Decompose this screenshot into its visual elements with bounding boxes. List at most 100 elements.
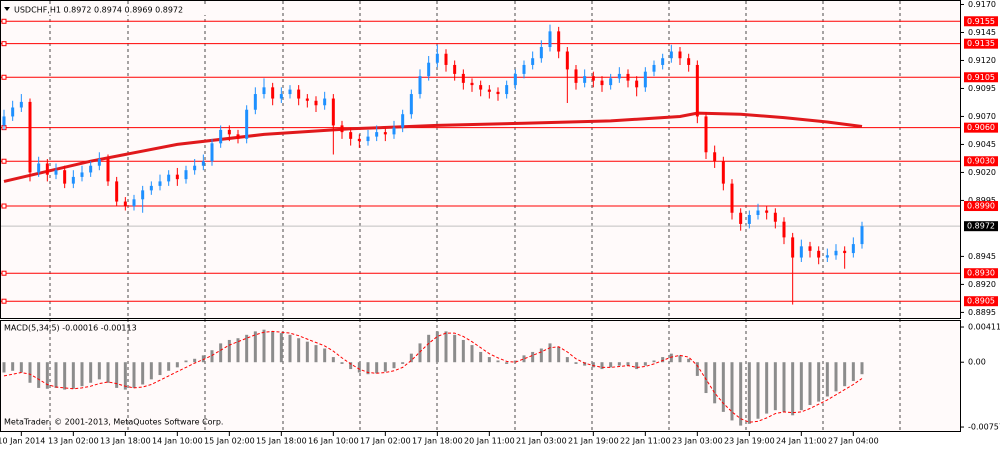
candle-body <box>132 199 136 207</box>
y-tick-label: 0.9045 <box>968 140 996 149</box>
last-price-bg <box>964 221 998 232</box>
macd-bar <box>227 339 231 363</box>
chart-title: USDCHF,H1 0.8972 0.8974 0.8969 0.8972 <box>14 6 183 15</box>
macd-bar <box>765 362 769 414</box>
title-bg <box>14 4 219 15</box>
macd-bar <box>158 362 162 376</box>
macd-bar <box>392 362 396 369</box>
candle-body <box>149 185 153 191</box>
macd-bar <box>505 362 509 364</box>
candle-body <box>297 89 301 99</box>
candle-body <box>617 73 621 79</box>
macd-y-tick-label: 0.00411 <box>968 323 1000 332</box>
macd-y-tick-label: -0.00757 <box>968 423 1000 432</box>
level-label-bg <box>964 122 998 133</box>
macd-bar <box>54 362 58 388</box>
candle-body <box>184 170 188 180</box>
candle-body <box>782 221 786 238</box>
macd-bar <box>739 362 743 426</box>
macd-bar <box>184 360 188 363</box>
macd-bar <box>288 334 292 363</box>
candle-body <box>548 31 552 48</box>
macd-bar <box>366 362 370 375</box>
macd-bar <box>37 362 41 388</box>
candle-body <box>713 152 717 162</box>
candle-body <box>626 73 630 81</box>
candle-body <box>843 250 847 254</box>
candle-body <box>479 85 483 90</box>
y-tick-label: 0.9170 <box>968 0 996 9</box>
x-tick-label: 21 Jan 03:00 <box>516 437 567 446</box>
macd-bar <box>825 362 829 397</box>
macd-signal <box>3 330 863 423</box>
candle-body <box>825 255 829 258</box>
macd-bar <box>713 362 717 404</box>
macd-bar <box>652 360 656 363</box>
macd-bar <box>123 362 127 390</box>
candle-body <box>730 183 734 213</box>
candle-body <box>158 181 162 186</box>
candle-body <box>2 116 6 126</box>
candle-body <box>262 87 266 95</box>
macd-bar <box>2 362 6 373</box>
macd-bar <box>470 345 474 363</box>
candle-body <box>695 64 699 117</box>
macd-bar <box>89 362 93 383</box>
candle-body <box>704 116 708 153</box>
candle-body <box>756 210 760 215</box>
y-tick-label: 0.8995 <box>968 196 996 205</box>
macd-bar <box>236 338 240 363</box>
level-label: 0.9135 <box>967 39 995 48</box>
macd-bar <box>271 331 275 363</box>
level-label: 0.9030 <box>967 157 995 166</box>
x-tick-label: 20 Jan 11:00 <box>464 437 515 446</box>
macd-bar <box>756 362 760 419</box>
macd-bar <box>219 343 223 363</box>
candle-body <box>323 98 327 106</box>
level-marker <box>1 74 7 80</box>
macd-bar <box>349 362 353 370</box>
x-tick-label: 13 Jan 18:00 <box>100 437 151 446</box>
macd-bar <box>791 362 795 416</box>
candle-body <box>349 132 353 139</box>
macd-bar <box>817 362 821 402</box>
macd-bar <box>11 362 15 371</box>
candle-body <box>279 94 283 99</box>
y-tick-label: 0.9145 <box>968 28 996 37</box>
macd-bar <box>479 351 483 363</box>
candle-body <box>739 212 743 224</box>
candle-body <box>54 170 58 175</box>
level-label-bg <box>964 268 998 279</box>
macd-bar <box>340 362 344 364</box>
candle-body <box>401 114 405 128</box>
macd-bar <box>678 355 682 363</box>
macd-bar <box>747 362 751 424</box>
x-tick-label: 14 Jan 10:00 <box>152 437 203 446</box>
x-tick-label: 21 Jan 19:00 <box>568 437 619 446</box>
candle-body <box>115 181 119 202</box>
last-price-label: 0.8972 <box>967 222 995 231</box>
candle-body <box>583 76 587 83</box>
macd-bar <box>63 362 67 390</box>
macd-bar <box>600 362 604 370</box>
macd-bar <box>773 362 777 411</box>
candle-body <box>123 201 127 207</box>
x-tick-label: 23 Jan 19:00 <box>724 437 775 446</box>
macd-bar <box>799 362 803 411</box>
macd-bar <box>834 362 838 392</box>
x-tick-label: 17 Jan 18:00 <box>412 437 463 446</box>
macd-bar <box>141 362 145 385</box>
macd-bar <box>427 334 431 363</box>
candle-body <box>71 176 75 184</box>
macd-bar <box>730 362 734 421</box>
macd-bar <box>435 331 439 363</box>
candle-body <box>487 89 491 92</box>
candle-body <box>37 163 41 173</box>
candle-body <box>89 165 93 173</box>
macd-bar <box>132 362 136 388</box>
macd-bar <box>643 362 647 366</box>
candle-body <box>461 73 465 83</box>
candle-body <box>28 101 32 173</box>
candle-body <box>539 47 543 59</box>
